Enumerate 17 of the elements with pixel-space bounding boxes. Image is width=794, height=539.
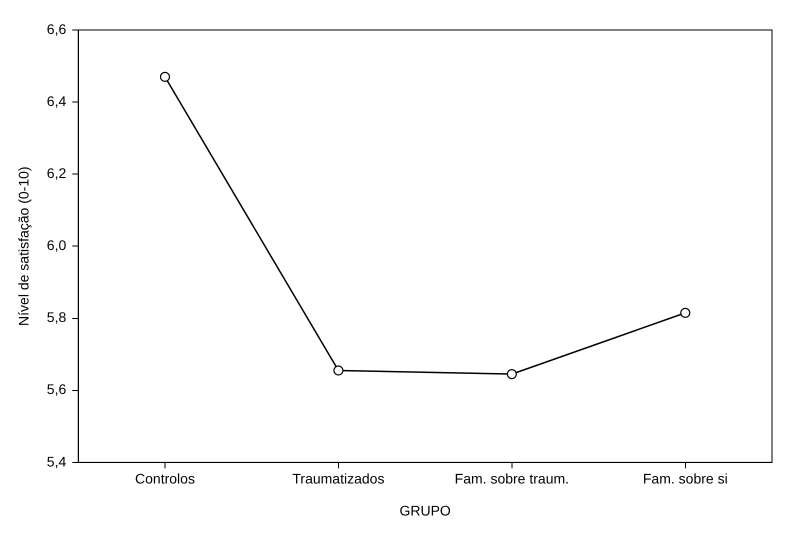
x-tick-label: Fam. sobre si xyxy=(642,470,728,487)
y-tick-label: 6,0 xyxy=(46,237,66,254)
x-axis-title: GRUPO xyxy=(399,502,451,518)
y-tick-label: 5,4 xyxy=(46,453,66,470)
point xyxy=(160,72,170,82)
y-tick-label: 6,2 xyxy=(46,164,66,181)
point xyxy=(680,308,690,318)
x-tick-label: Fam. sobre traum. xyxy=(454,470,570,487)
x-tick-label: Controlos xyxy=(135,470,195,487)
y-tick-label: 6,6 xyxy=(46,20,66,37)
y-axis-title: Nível de satisfação (0-10) xyxy=(15,166,32,326)
y-tick-label: 6,4 xyxy=(46,92,66,109)
y-tick-label: 5,8 xyxy=(46,309,66,326)
y-tick-label: 5,6 xyxy=(46,381,66,398)
point xyxy=(333,365,344,376)
point xyxy=(506,369,517,380)
x-tick-label: Traumatizados xyxy=(292,470,384,487)
